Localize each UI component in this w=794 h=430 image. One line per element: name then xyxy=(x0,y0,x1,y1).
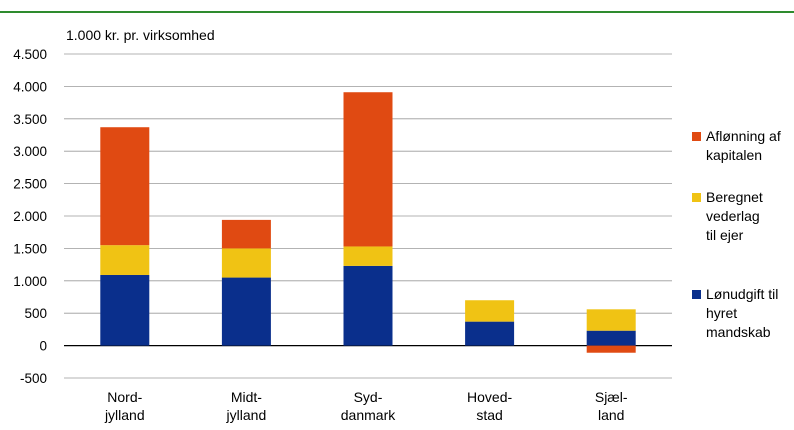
legend-label: Beregnet xyxy=(706,189,763,205)
legend-item: Aflønning af kapitalen xyxy=(692,127,792,165)
top-rule xyxy=(0,11,794,13)
y-tick-label: 500 xyxy=(24,306,47,321)
x-category-label: land xyxy=(598,407,624,423)
bar-segment xyxy=(100,245,150,275)
x-category-label: Sjæl- xyxy=(595,389,628,405)
bar-segment xyxy=(343,265,393,346)
category-labels: Nord-jylland Midt-jylland Syd-danmark Hoved… xyxy=(104,389,628,423)
bar-segment xyxy=(100,127,150,246)
bar-segment xyxy=(100,274,150,346)
legend-label: til ejer xyxy=(706,227,744,243)
legend-label: vederlag xyxy=(706,208,760,224)
unit-label: 1.000 kr. pr. virksomhed xyxy=(66,27,215,43)
legend-item: Lønudgift til hyret mandskab xyxy=(692,285,792,342)
x-category-label: Nord- xyxy=(107,389,142,405)
bar-segment xyxy=(465,300,515,322)
bar-segment xyxy=(221,248,271,278)
bar-segment xyxy=(586,330,636,346)
bar-segment xyxy=(586,345,636,353)
y-tick-labels: -500 0 500 1.000 1.500 2.000 2.500 3.000 3.500 4.… xyxy=(13,47,47,386)
legend-swatch xyxy=(692,132,701,141)
bar-segment xyxy=(221,277,271,346)
x-category-label: danmark xyxy=(341,407,396,423)
x-category-label: stad xyxy=(476,407,502,423)
bar-segment xyxy=(465,321,515,346)
legend-label: Lønudgift til xyxy=(706,286,779,302)
y-tick-label: 3.500 xyxy=(13,112,47,127)
y-tick-label: 2.000 xyxy=(13,209,47,224)
x-category-label: jylland xyxy=(104,407,145,423)
gridlines xyxy=(64,53,672,379)
bar-segment xyxy=(586,309,636,331)
y-tick-label: 3.000 xyxy=(13,144,47,159)
x-category-label: Syd- xyxy=(354,389,383,405)
legend-label: hyret xyxy=(706,305,738,321)
legend-label: kapitalen xyxy=(706,147,763,163)
legend-swatch xyxy=(692,290,701,299)
bar-segment xyxy=(343,92,393,247)
legend-item: Beregnet vederlag til ejer xyxy=(692,188,792,245)
y-tick-label: 2.500 xyxy=(13,177,47,192)
y-tick-label: 1.000 xyxy=(13,274,47,289)
legend-label: Aflønning af xyxy=(706,128,781,144)
y-tick-label: 4.000 xyxy=(13,79,47,94)
bar-segment xyxy=(343,246,393,266)
bar-segment xyxy=(221,219,271,249)
legend-label: mandskab xyxy=(706,324,771,340)
y-tick-label: 4.500 xyxy=(13,47,47,62)
y-tick-label: 1.500 xyxy=(13,241,47,256)
x-category-label: jylland xyxy=(226,407,267,423)
x-category-label: Hoved- xyxy=(467,389,512,405)
y-tick-label: 0 xyxy=(39,339,47,354)
x-category-label: Midt- xyxy=(231,389,262,405)
bars xyxy=(100,92,636,353)
y-tick-label: -500 xyxy=(20,371,47,386)
legend-swatch xyxy=(692,193,701,202)
